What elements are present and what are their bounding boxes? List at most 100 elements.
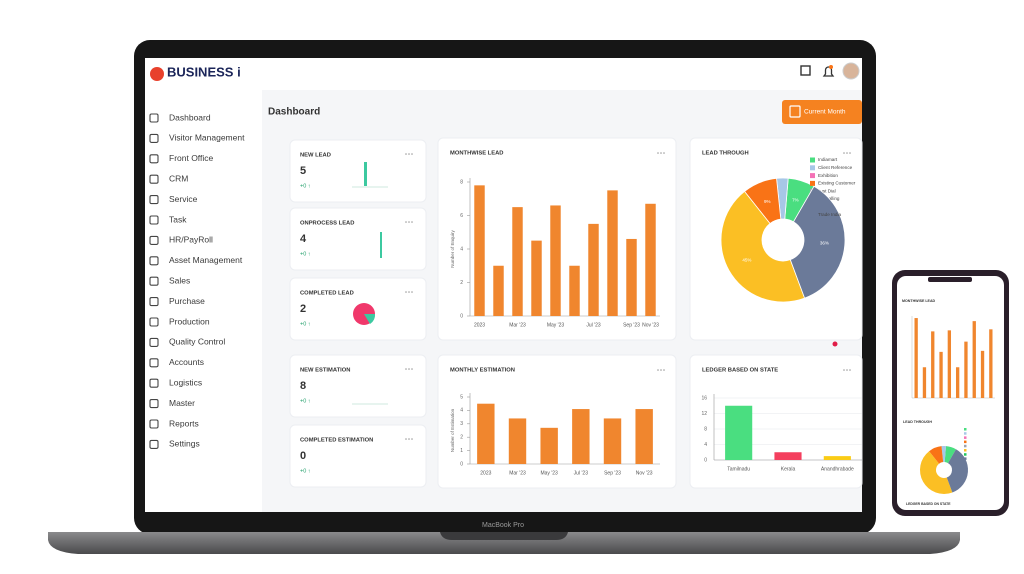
menu-dot[interactable] bbox=[405, 368, 407, 370]
current-month-button[interactable] bbox=[782, 100, 862, 124]
phone-bar bbox=[939, 351, 943, 398]
menu-dot[interactable] bbox=[849, 152, 851, 154]
phone-pie-slice bbox=[920, 451, 953, 495]
menu-dot[interactable] bbox=[663, 152, 665, 154]
stat-change: +0 ↑ bbox=[300, 183, 311, 189]
menu-icon bbox=[149, 174, 159, 184]
phone-bar bbox=[931, 331, 935, 398]
x-tick-label: Anandhrabade bbox=[821, 466, 854, 472]
menu-dot[interactable] bbox=[408, 438, 410, 440]
laptop-base bbox=[48, 532, 960, 554]
menu-dot[interactable] bbox=[408, 368, 410, 370]
menu-item[interactable]: Settings bbox=[169, 439, 200, 449]
menu-dot[interactable] bbox=[846, 369, 848, 371]
bar bbox=[588, 223, 599, 316]
menu-icon bbox=[149, 195, 159, 205]
menu-dot[interactable] bbox=[411, 368, 413, 370]
phone-chart-title: LEDGER BASED ON STATE bbox=[906, 502, 951, 506]
menu-dot[interactable] bbox=[846, 152, 848, 154]
menu-dot[interactable] bbox=[657, 152, 659, 154]
menu-item[interactable]: HR/PayRoll bbox=[169, 235, 213, 245]
phone-bar bbox=[914, 318, 918, 398]
menu-dot[interactable] bbox=[411, 291, 413, 293]
legend-label: Just Dial bbox=[818, 188, 836, 193]
menu-dot[interactable] bbox=[411, 438, 413, 440]
y-tick-label: 8 bbox=[460, 179, 463, 185]
phone-pie-slice bbox=[941, 446, 947, 463]
menu-dot[interactable] bbox=[849, 369, 851, 371]
page-title: Dashboard bbox=[268, 107, 320, 118]
y-tick-label: 0 bbox=[460, 461, 463, 467]
menu-item[interactable]: Front Office bbox=[169, 153, 214, 163]
x-tick-label: May '23 bbox=[540, 470, 558, 476]
x-tick-label: Sep '23 bbox=[604, 470, 621, 476]
legend-label: Trade India bbox=[818, 212, 842, 217]
menu-item[interactable]: Visitor Management bbox=[169, 133, 245, 143]
menu-icon bbox=[149, 419, 159, 429]
legend-swatch bbox=[810, 157, 815, 163]
menu-dot[interactable] bbox=[657, 369, 659, 371]
logo-icon bbox=[150, 67, 164, 81]
menu-item[interactable]: Service bbox=[169, 194, 198, 204]
legend-label: Existing Customer bbox=[818, 181, 856, 186]
menu-icon bbox=[149, 133, 159, 143]
phone-legend-swatch bbox=[964, 457, 967, 460]
phone-chart-title: LEAD THROUGH bbox=[903, 420, 932, 424]
menu-dot[interactable] bbox=[411, 153, 413, 155]
menu-dot[interactable] bbox=[408, 291, 410, 293]
menu-dot[interactable] bbox=[405, 221, 407, 223]
menu-item[interactable]: Task bbox=[169, 214, 187, 224]
bar bbox=[823, 456, 851, 460]
menu-icon bbox=[149, 337, 159, 347]
stat-title: COMPLETED LEAD bbox=[300, 291, 354, 297]
y-tick-label: 1 bbox=[460, 448, 463, 454]
legend-label: Exhibition bbox=[818, 173, 838, 178]
menu-item[interactable]: Accounts bbox=[169, 357, 204, 367]
menu-dot[interactable] bbox=[843, 369, 845, 371]
x-tick-label: Jul '23 bbox=[574, 470, 589, 476]
bar bbox=[512, 207, 523, 316]
y-tick-label: 2 bbox=[460, 280, 463, 286]
x-tick-label: Nov '23 bbox=[642, 322, 659, 328]
phone-bar bbox=[947, 330, 952, 398]
menu-item[interactable]: Master bbox=[169, 398, 195, 408]
menu-item[interactable]: Purchase bbox=[169, 296, 205, 306]
menu-icon bbox=[149, 399, 159, 409]
stat-title: NEW LEAD bbox=[300, 153, 331, 159]
menu-dot[interactable] bbox=[843, 152, 845, 154]
menu-dot[interactable] bbox=[408, 153, 410, 155]
menu-item[interactable]: Logistics bbox=[169, 377, 202, 387]
bar bbox=[725, 405, 753, 460]
legend-label: Indiamart bbox=[818, 157, 838, 162]
phone-bar bbox=[972, 321, 976, 398]
menu-dot[interactable] bbox=[405, 438, 407, 440]
menu-dot[interactable] bbox=[408, 221, 410, 223]
stat-value: 4 bbox=[300, 233, 307, 245]
menu-dot[interactable] bbox=[660, 152, 662, 154]
menu-dot[interactable] bbox=[660, 369, 662, 371]
y-tick-label: 4 bbox=[460, 408, 463, 414]
menu-icon bbox=[149, 276, 159, 286]
menu-item[interactable]: Production bbox=[169, 316, 210, 326]
apps-icon[interactable] bbox=[800, 65, 811, 76]
menu-dot[interactable] bbox=[663, 369, 665, 371]
menu-item[interactable]: CRM bbox=[169, 173, 188, 183]
stat-value: 2 bbox=[300, 303, 306, 315]
y-axis-label: Number of Enquiry bbox=[450, 229, 455, 267]
legend-swatch bbox=[810, 165, 815, 171]
menu-item[interactable]: Reports bbox=[169, 418, 199, 428]
menu-item[interactable]: Asset Management bbox=[169, 255, 243, 265]
bar bbox=[569, 265, 580, 316]
menu-item[interactable]: Dashboard bbox=[169, 112, 211, 122]
menu-dot[interactable] bbox=[411, 221, 413, 223]
legend-swatch bbox=[810, 173, 815, 179]
menu-dot[interactable] bbox=[405, 291, 407, 293]
menu-item[interactable]: Quality Control bbox=[169, 337, 225, 347]
y-tick-label: 0 bbox=[460, 313, 463, 319]
indicator-dot bbox=[832, 341, 838, 347]
menu-item[interactable]: Sales bbox=[169, 275, 190, 285]
phone-bar bbox=[980, 350, 985, 398]
avatar[interactable] bbox=[842, 62, 860, 80]
menu-dot[interactable] bbox=[405, 153, 407, 155]
bar bbox=[477, 403, 495, 464]
